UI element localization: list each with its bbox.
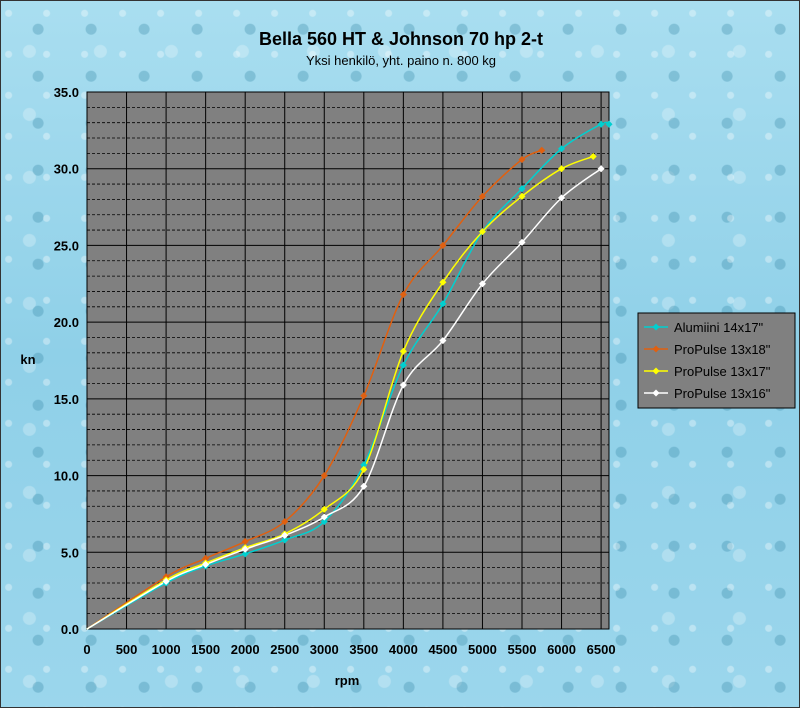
y-tick-label: 30.0 xyxy=(54,162,79,177)
data-point xyxy=(281,518,289,526)
x-tick-label: 5000 xyxy=(468,642,497,657)
data-point xyxy=(360,465,368,473)
data-point xyxy=(558,145,566,153)
legend-swatch-marker xyxy=(652,389,660,397)
data-point xyxy=(605,120,613,128)
y-tick-label: 10.0 xyxy=(54,469,79,484)
data-point xyxy=(162,577,170,585)
y-tick-label: 15.0 xyxy=(54,392,79,407)
legend-entry: ProPulse 13x18" xyxy=(674,342,771,357)
x-tick-label: 500 xyxy=(116,642,138,657)
legend-swatch-marker xyxy=(652,323,660,331)
data-point xyxy=(518,185,526,193)
data-point xyxy=(558,194,566,202)
data-point xyxy=(439,278,447,286)
x-tick-label: 3500 xyxy=(349,642,378,657)
data-point xyxy=(241,545,249,553)
x-tick-label: 2000 xyxy=(231,642,260,657)
data-point xyxy=(439,337,447,345)
legend-swatch-marker xyxy=(652,345,660,353)
legend-box xyxy=(637,312,796,409)
data-point xyxy=(241,550,249,558)
x-tick-label: 1000 xyxy=(152,642,181,657)
data-point xyxy=(281,536,289,544)
y-tick-label: 5.0 xyxy=(61,545,79,560)
data-point xyxy=(518,238,526,246)
data-point xyxy=(360,461,368,469)
data-point xyxy=(399,290,407,299)
x-tick-label: 0 xyxy=(83,642,90,657)
legend-swatch-marker xyxy=(652,367,660,375)
data-point xyxy=(518,192,526,200)
legend-entry: ProPulse 13x16" xyxy=(674,386,771,401)
legend-entry: ProPulse 13x17" xyxy=(674,364,771,379)
y-tick-label: 35.0 xyxy=(54,85,79,100)
x-axis-label: rpm xyxy=(335,673,360,688)
x-tick-label: 2500 xyxy=(270,642,299,657)
x-tick-label: 4500 xyxy=(428,642,457,657)
data-point xyxy=(589,152,597,160)
data-point xyxy=(320,505,328,513)
chart-subtitle: Yksi henkilö, yht. paino n. 800 kg xyxy=(306,53,496,68)
data-point xyxy=(478,280,486,288)
y-tick-label: 25.0 xyxy=(54,238,79,253)
data-point xyxy=(202,561,210,569)
data-point xyxy=(281,531,289,539)
data-point xyxy=(360,482,368,490)
x-tick-label: 6000 xyxy=(547,642,576,657)
y-tick-label: 0.0 xyxy=(61,622,79,637)
x-tick-label: 4000 xyxy=(389,642,418,657)
x-tick-label: 1500 xyxy=(191,642,220,657)
plot-area xyxy=(86,91,610,630)
legend-entry: Alumiini 14x17" xyxy=(674,320,764,335)
y-tick-label: 20.0 xyxy=(54,315,79,330)
data-point xyxy=(320,518,328,526)
x-tick-label: 6500 xyxy=(587,642,616,657)
data-point xyxy=(538,146,546,154)
x-tick-label: 3000 xyxy=(310,642,339,657)
data-point xyxy=(399,381,407,389)
data-point xyxy=(399,361,407,369)
chart-title: Bella 560 HT & Johnson 70 hp 2-t xyxy=(259,29,543,49)
data-point xyxy=(241,538,249,546)
data-point xyxy=(518,155,526,164)
x-tick-label: 5500 xyxy=(508,642,537,657)
data-point xyxy=(360,392,368,400)
data-point xyxy=(439,300,447,308)
data-point xyxy=(558,165,566,173)
data-point xyxy=(320,513,328,521)
data-point xyxy=(597,165,605,173)
data-point xyxy=(399,347,407,355)
data-point xyxy=(478,228,486,236)
data-point xyxy=(202,554,210,562)
y-axis-label: kn xyxy=(20,352,35,367)
data-point xyxy=(320,472,328,480)
data-point xyxy=(597,120,605,128)
data-point xyxy=(439,241,447,249)
